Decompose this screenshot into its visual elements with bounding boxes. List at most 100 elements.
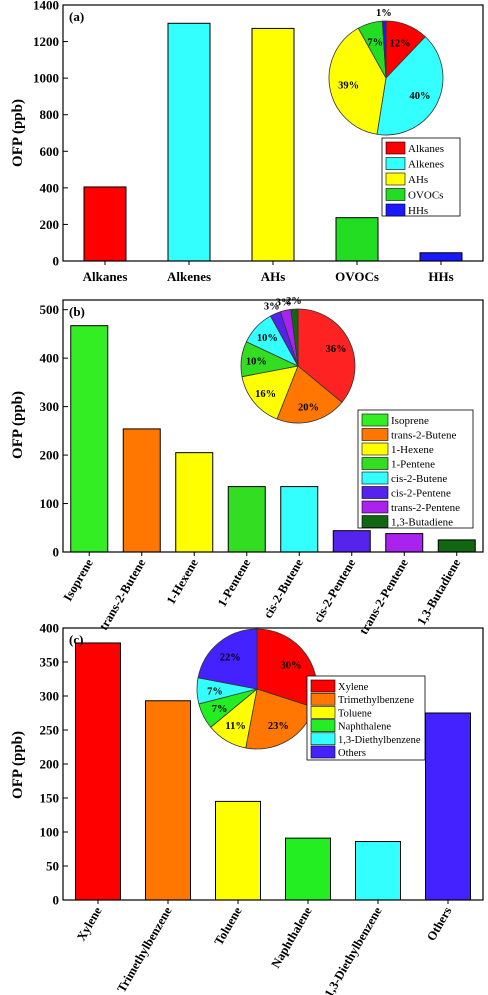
x-tick-label: Xylene [74, 904, 105, 943]
x-tick-label: Toluene [212, 904, 245, 948]
legend-swatch [385, 141, 406, 155]
legend-label: AHs [408, 174, 428, 186]
pie-label: 2% [286, 296, 302, 307]
bar [215, 800, 261, 901]
x-tick-label: 1-Pentene [215, 556, 254, 609]
y-tick-label: 1200 [33, 34, 59, 49]
pie-label: 23% [268, 721, 289, 732]
legend-label: trans-2-Butene [391, 430, 456, 442]
legend-label: Alkenes [408, 159, 444, 171]
y-axis-label: OFP (ppb) [10, 99, 26, 167]
legend-swatch [310, 692, 336, 706]
pie-slice [276, 365, 343, 424]
legend-label: 1,3-Diethylbenzene [338, 735, 421, 746]
x-tick-label: trans-2-Pentene [356, 556, 411, 637]
bar [167, 22, 211, 262]
y-axis-label: OFP (ppb) [10, 731, 26, 799]
legend-label: Others [338, 748, 366, 759]
pie-label: 11% [225, 721, 245, 732]
legend-swatch [361, 486, 389, 499]
bar [227, 486, 266, 553]
x-tick-label: Others [424, 904, 455, 943]
legend-swatch [361, 515, 389, 528]
legend-swatch [361, 457, 389, 470]
legend-swatch [385, 157, 406, 170]
legend-swatch [361, 413, 389, 427]
panel-label: (c) [69, 632, 83, 647]
legend-swatch [361, 471, 389, 485]
legend-label: 1,3-Butadiene [391, 517, 453, 529]
pie-label: 20% [298, 403, 319, 414]
bar [419, 252, 463, 262]
pie-label: 36% [326, 344, 347, 355]
pie-label: 12% [390, 39, 411, 50]
x-tick-label: cis-2-Butene [261, 556, 306, 621]
bar [175, 452, 214, 553]
y-axis-label: OFP (ppb) [10, 391, 26, 459]
legend-swatch [361, 442, 389, 456]
pie-label: 1% [376, 8, 392, 19]
legend-swatch [385, 172, 406, 186]
y-tick-label: 200 [40, 217, 60, 232]
legend-swatch [385, 203, 406, 217]
y-tick-label: 300 [40, 689, 60, 704]
legend-label: cis-2-Pentene [391, 488, 451, 500]
x-tick-label: 1,3-Diethylbenzene [322, 904, 385, 995]
y-tick-label: 200 [40, 448, 60, 463]
x-tick-label: Trimethylbenzene [114, 904, 174, 995]
pie-label: 40% [410, 91, 431, 102]
legend-label: trans-2-Pentene [391, 502, 460, 514]
legend-label: 1-Pentene [391, 459, 435, 471]
y-tick-label: 250 [40, 723, 60, 738]
legend-swatch [361, 428, 389, 441]
pie-label: 10% [257, 333, 278, 344]
bar [70, 325, 109, 553]
legend-swatch [310, 745, 336, 759]
plot-frame [62, 299, 484, 553]
y-tick-label: 50 [46, 859, 59, 874]
bar [385, 533, 424, 553]
legend-swatch [385, 188, 406, 201]
y-tick-label: 0 [53, 893, 60, 908]
legend-label: Alkanes [408, 143, 444, 155]
y-tick-label: 350 [40, 655, 60, 670]
pie-label: 7% [212, 704, 228, 715]
pie-slice [381, 20, 387, 79]
pie-label: 7% [367, 38, 383, 49]
plot-frame [62, 4, 484, 262]
y-tick-label: 200 [40, 757, 60, 772]
y-tick-label: 150 [40, 791, 60, 806]
pie-label: 7% [207, 686, 223, 697]
y-tick-label: 800 [40, 107, 60, 122]
bar [285, 837, 331, 901]
pie-label: 22% [220, 653, 241, 664]
y-tick-label: 400 [40, 621, 60, 636]
y-tick-label: 400 [40, 351, 60, 366]
legend-label: OVOCs [408, 190, 443, 202]
x-tick-label: Isoprene [61, 556, 97, 603]
y-tick-label: 0 [53, 545, 60, 560]
legend-swatch [361, 500, 389, 514]
bar [355, 841, 401, 901]
x-tick-label: AHs [261, 269, 286, 284]
legend-swatch [310, 719, 336, 732]
x-tick-label: Alkanes [83, 269, 128, 284]
bar [251, 27, 295, 262]
legend-swatch [310, 732, 336, 746]
legend-swatch [310, 679, 336, 693]
x-tick-label: HHs [428, 269, 453, 284]
y-tick-label: 100 [40, 496, 60, 511]
panel-label: (a) [69, 9, 84, 24]
y-tick-label: 0 [53, 254, 60, 269]
x-tick-label: Alkenes [167, 269, 211, 284]
pie-label: 3% [264, 301, 280, 312]
legend-label: Toluene [338, 708, 372, 719]
legend-swatch [310, 706, 336, 719]
x-tick-label: Naphthalene [268, 904, 314, 970]
panel-label: (b) [69, 304, 85, 319]
pie-label: 30% [280, 660, 301, 671]
chart-panel: Xylene Trimethylbenzene Toluene Naphthalene… [10, 621, 484, 995]
pie-slice [376, 36, 444, 136]
legend-label: cis-2-Butene [391, 473, 447, 485]
